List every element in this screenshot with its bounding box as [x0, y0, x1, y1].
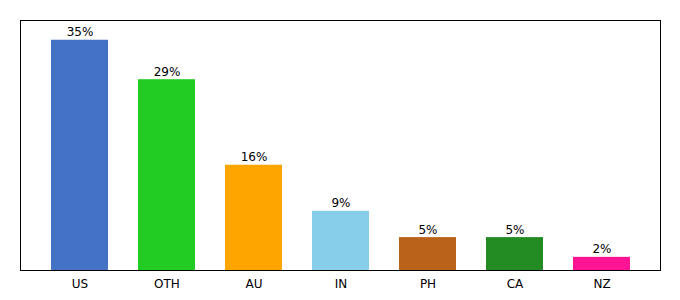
- svg-text:US: US: [72, 277, 88, 291]
- svg-text:16%: 16%: [241, 150, 268, 164]
- svg-text:OTH: OTH: [154, 277, 180, 291]
- svg-text:29%: 29%: [154, 65, 181, 79]
- svg-text:AU: AU: [246, 277, 263, 291]
- svg-text:CA: CA: [507, 277, 524, 291]
- svg-text:9%: 9%: [331, 196, 350, 210]
- svg-text:5%: 5%: [418, 223, 437, 237]
- svg-text:5%: 5%: [505, 223, 524, 237]
- svg-text:PH: PH: [420, 277, 436, 291]
- svg-text:35%: 35%: [67, 25, 94, 39]
- svg-text:2%: 2%: [592, 242, 611, 256]
- svg-text:NZ: NZ: [593, 277, 610, 291]
- svg-text:IN: IN: [335, 277, 348, 291]
